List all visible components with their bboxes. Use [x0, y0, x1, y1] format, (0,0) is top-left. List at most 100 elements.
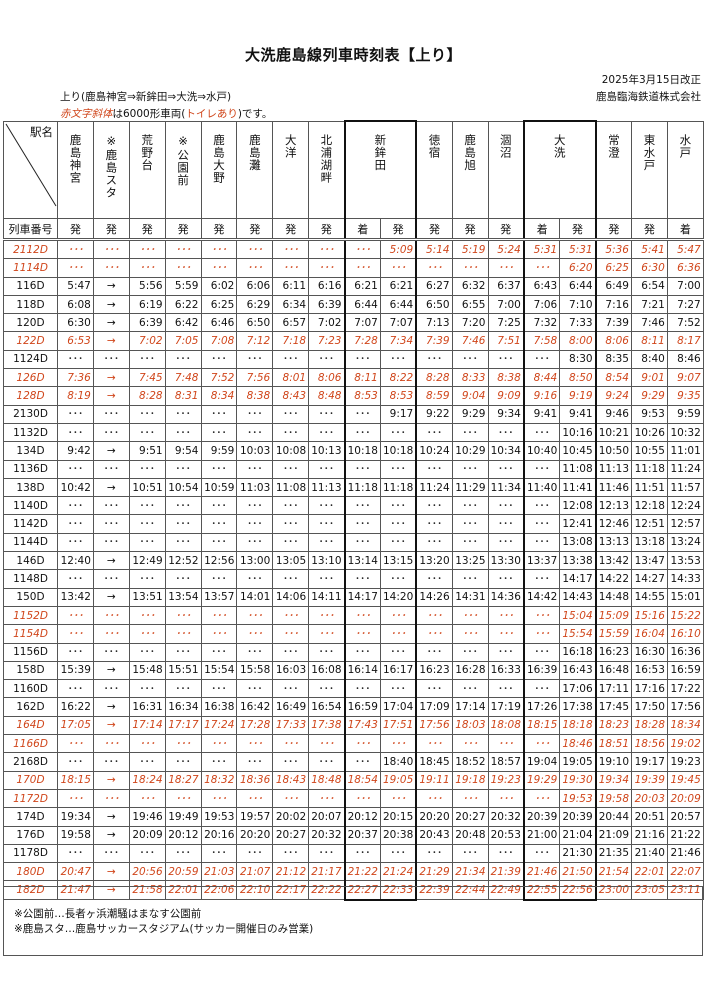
- time-cell: 15:16: [631, 605, 668, 626]
- no-service-cell: ･･･: [379, 422, 418, 443]
- no-service-cell: ･･･: [415, 496, 453, 516]
- time-cell: 17:50: [631, 697, 668, 717]
- time-cell: 21:24: [379, 862, 418, 882]
- table-row: 1178D ･･･ ･･･ ･･･ ･･･ ･･･ ･･･ ･･･ ･･･ ･･･ ･･･ ･･･ ･･…: [3, 843, 704, 864]
- time-cell: 19:29: [522, 770, 561, 790]
- train-number: 1178D: [3, 843, 58, 864]
- time-cell: 21:09: [595, 825, 632, 845]
- time-cell: 17:05: [57, 715, 94, 736]
- no-service-cell: ･･･: [164, 514, 202, 534]
- no-service-cell: ･･･: [128, 514, 166, 534]
- time-cell: 10:29: [451, 441, 489, 461]
- station-header: 大洋: [272, 120, 310, 219]
- time-cell: 6:53: [57, 331, 94, 351]
- no-service-cell: ･･･: [236, 752, 274, 772]
- no-service-cell: ･･･: [379, 514, 418, 534]
- train-number: 174D: [3, 807, 58, 827]
- no-service-cell: ･･･: [415, 422, 453, 443]
- train-number: 1172D: [3, 788, 58, 809]
- time-cell: 19:34: [57, 807, 94, 827]
- time-cell: 16:48: [595, 660, 632, 681]
- time-cell: 8:11: [631, 331, 668, 351]
- time-cell: 11:34: [487, 477, 525, 498]
- no-service-cell: ･･･: [57, 605, 94, 626]
- no-service-cell: ･･･: [272, 258, 310, 278]
- no-service-cell: ･･･: [200, 349, 238, 370]
- no-service-cell: ･･･: [92, 642, 130, 662]
- train-number: 164D: [3, 715, 58, 736]
- time-cell: 18:23: [595, 715, 632, 736]
- time-cell: 16:38: [200, 697, 238, 717]
- no-service-cell: ･･･: [200, 532, 238, 553]
- time-cell: 16:34: [164, 697, 202, 717]
- time-cell: 19:02: [666, 734, 704, 754]
- time-cell: 22:56: [559, 880, 597, 901]
- legend-red-label: 赤文字斜体: [60, 108, 113, 120]
- no-service-cell: ･･･: [308, 258, 345, 278]
- time-cell: 7:27: [666, 294, 704, 315]
- time-cell: 21:17: [308, 862, 345, 882]
- time-cell: 15:01: [666, 587, 704, 607]
- time-cell: 21:12: [272, 862, 310, 882]
- time-cell: 10:59: [200, 477, 238, 498]
- train-number: 2112D: [3, 238, 58, 260]
- no-service-cell: ･･･: [415, 605, 453, 626]
- no-service-cell: ･･･: [343, 679, 381, 699]
- time-cell: 5:41: [631, 238, 668, 260]
- time-cell: 14:43: [559, 587, 597, 607]
- time-cell: 7:28: [343, 331, 381, 351]
- no-service-cell: ･･･: [415, 514, 453, 534]
- no-service-cell: ･･･: [164, 532, 202, 553]
- time-cell: 8:44: [522, 368, 561, 388]
- time-cell: 9:34: [487, 404, 525, 424]
- no-service-cell: ･･･: [164, 238, 202, 260]
- time-cell: 6:39: [128, 313, 166, 333]
- time-cell: 6:36: [666, 258, 704, 278]
- time-cell: 20:16: [200, 825, 238, 845]
- direction-label: 上り(鹿島神宮⇒新鉾田⇒大洗⇒水戸): [60, 91, 232, 103]
- table-row: 1160D ･･･ ･･･ ･･･ ･･･ ･･･ ･･･ ･･･ ･･･ ･･･ ･･･ ･･･ ･･…: [3, 679, 704, 699]
- no-service-cell: ･･･: [92, 422, 130, 443]
- no-service-cell: ･･･: [343, 238, 381, 260]
- pass-arrow: →: [92, 276, 130, 296]
- time-cell: 20:39: [559, 807, 597, 827]
- no-service-cell: ･･･: [92, 514, 130, 534]
- no-service-cell: ･･･: [343, 404, 381, 424]
- no-service-cell: ･･･: [308, 238, 345, 260]
- timetable: 駅名 鹿島神宮 ※鹿島スタ 荒野台 ※公園前 鹿島大野 鹿島灘 大洋 北浦湖畔 新鉾田 徳宿 鹿島旭 涸…: [3, 120, 704, 901]
- no-service-cell: ･･･: [236, 238, 274, 260]
- time-cell: 18:18: [559, 715, 597, 736]
- time-cell: 19:45: [666, 770, 704, 790]
- departure-header: 発: [200, 218, 238, 241]
- no-service-cell: ･･･: [379, 642, 418, 662]
- no-service-cell: ･･･: [164, 843, 202, 864]
- no-service-cell: ･･･: [451, 258, 489, 278]
- time-cell: 9:17: [379, 404, 418, 424]
- time-cell: 18:40: [379, 752, 418, 772]
- table-row: 1114D ･･･ ･･･ ･･･ ･･･ ･･･ ･･･ ･･･ ･･･ ･･･ ･･･ ･･･ ･･…: [3, 258, 704, 278]
- time-cell: 22:39: [415, 880, 453, 901]
- no-service-cell: ･･･: [451, 496, 489, 516]
- no-service-cell: ･･･: [487, 624, 525, 644]
- time-cell: 8:34: [200, 386, 238, 406]
- no-service-cell: ･･･: [451, 679, 489, 699]
- time-cell: 13:00: [236, 551, 274, 571]
- no-service-cell: ･･･: [487, 496, 525, 516]
- time-cell: 19:57: [236, 807, 274, 827]
- no-service-cell: ･･･: [200, 788, 238, 809]
- station-name: ※公園前: [176, 133, 191, 187]
- no-service-cell: ･･･: [57, 752, 94, 772]
- no-service-cell: ･･･: [164, 496, 202, 516]
- train-number: 116D: [3, 276, 58, 296]
- time-cell: 8:40: [631, 349, 668, 370]
- no-service-cell: ･･･: [200, 258, 238, 278]
- time-cell: 15:54: [200, 660, 238, 681]
- no-service-cell: ･･･: [164, 422, 202, 443]
- time-cell: 21:46: [666, 843, 704, 864]
- time-cell: 14:42: [522, 587, 561, 607]
- pass-arrow: →: [92, 294, 130, 315]
- time-cell: 16:23: [415, 660, 453, 681]
- no-service-cell: ･･･: [308, 843, 345, 864]
- no-service-cell: ･･･: [92, 679, 130, 699]
- time-cell: 7:39: [415, 331, 453, 351]
